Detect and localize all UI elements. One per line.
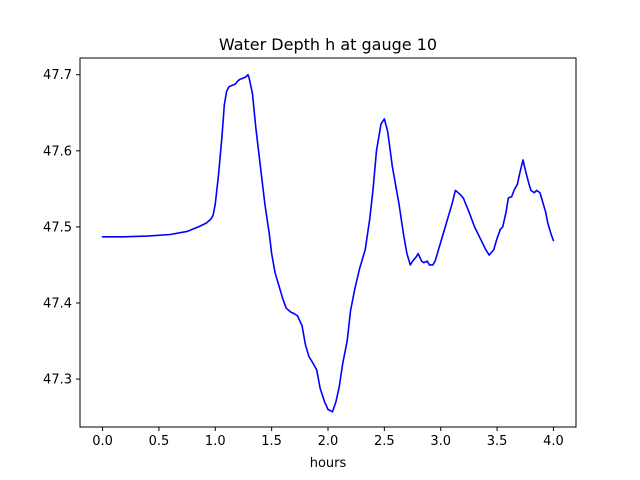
series-line-1 bbox=[101, 73, 555, 413]
x-tick-label: 4.0 bbox=[543, 434, 564, 449]
chart-title: Water Depth h at gauge 10 bbox=[219, 35, 437, 54]
x-tick-label: 0.0 bbox=[92, 434, 113, 449]
y-tick-label: 47.6 bbox=[43, 144, 72, 159]
x-tick-label: 1.5 bbox=[261, 434, 282, 449]
plot-area bbox=[101, 73, 555, 413]
x-tick-label: 0.5 bbox=[149, 434, 170, 449]
x-axis-ticks: 0.0 0.5 1.0 1.5 2.0 2.5 3.0 3.5 4.0 bbox=[92, 427, 564, 449]
y-tick-label: 47.5 bbox=[43, 220, 72, 235]
x-tick-label: 2.0 bbox=[318, 434, 339, 449]
x-tick-label: 3.0 bbox=[430, 434, 451, 449]
y-tick-label: 47.4 bbox=[43, 296, 72, 311]
y-axis-ticks: 47.3 47.4 47.5 47.6 47.7 bbox=[43, 68, 80, 388]
x-axis-label: hours bbox=[310, 456, 347, 471]
x-tick-label: 3.5 bbox=[487, 434, 508, 449]
x-tick-label: 1.0 bbox=[205, 434, 226, 449]
x-tick-label: 2.5 bbox=[374, 434, 395, 449]
y-tick-label: 47.7 bbox=[43, 68, 72, 83]
axes-frame bbox=[79, 57, 577, 428]
y-tick-label: 47.3 bbox=[43, 373, 72, 388]
